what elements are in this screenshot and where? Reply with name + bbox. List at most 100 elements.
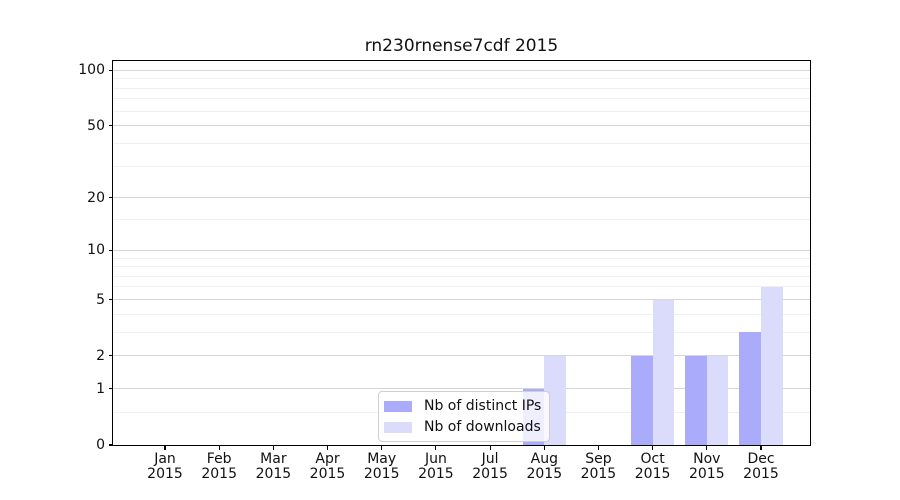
plot-area: Nb of distinct IPs Nb of downloads xyxy=(113,61,810,445)
gridline-minor xyxy=(113,87,810,89)
y-tick-label: 100 xyxy=(78,62,105,79)
y-tick-mark xyxy=(108,69,113,71)
x-tick-mark xyxy=(326,445,329,450)
y-tick-mark xyxy=(108,388,113,390)
x-tick-label-month: Feb xyxy=(206,451,232,467)
gridline-minor xyxy=(113,165,810,167)
x-tick-label-year: 2015 xyxy=(688,466,725,482)
x-tick-label-year: 2015 xyxy=(147,466,183,482)
y-tick-mark xyxy=(108,355,113,357)
y-tick-mark xyxy=(108,197,113,199)
x-tick-label-month: Jun xyxy=(424,451,447,467)
legend-swatch-distinct-ips xyxy=(384,400,412,412)
x-tick-mark xyxy=(543,445,545,450)
y-tick-mark xyxy=(108,444,113,446)
gridline-minor xyxy=(113,78,810,80)
x-tick-label-year: 2015 xyxy=(363,466,400,482)
x-tick-label: Mar 2015 xyxy=(243,452,303,482)
x-tick-label: Dec 2015 xyxy=(731,452,791,482)
y-tick-label: 2 xyxy=(96,347,105,364)
bar-distinct-ips-nov xyxy=(685,355,707,445)
y-tick-mark xyxy=(108,298,113,301)
x-tick-mark xyxy=(760,445,762,450)
gridline-minor xyxy=(113,286,810,288)
x-tick-label-month: Aug xyxy=(530,451,558,467)
y-tick-label: 5 xyxy=(96,291,105,308)
x-tick-label-month: Jul xyxy=(481,451,499,467)
x-tick-label-year: 2015 xyxy=(472,466,508,482)
x-tick-mark xyxy=(706,445,708,450)
gridline-major xyxy=(113,355,810,357)
y-tick-label: 1 xyxy=(96,380,105,397)
gridline-major xyxy=(113,388,810,390)
gridline-minor xyxy=(113,257,810,259)
gridline-major xyxy=(113,249,810,251)
y-tick-label: 10 xyxy=(87,242,105,259)
y-tick-label: 50 xyxy=(87,117,105,134)
x-tick-mark xyxy=(164,445,166,450)
y-tick-mark xyxy=(108,249,113,251)
x-tick-label: Sep 2015 xyxy=(568,452,628,482)
legend-label-downloads: Nb of downloads xyxy=(424,419,541,435)
x-tick-mark xyxy=(218,445,220,450)
x-tick-label-month: Nov xyxy=(693,451,721,467)
x-tick-label-month: Mar xyxy=(260,451,287,467)
y-tick-label: 0 xyxy=(96,437,105,453)
legend-item-distinct-ips: Nb of distinct IPs xyxy=(384,396,541,416)
x-tick-label-month: Apr xyxy=(315,451,340,467)
bar-downloads-oct xyxy=(652,299,675,445)
chart-title: rn230rnense7cdf 2015 xyxy=(364,36,559,56)
gridline-minor xyxy=(113,275,810,277)
x-tick-mark xyxy=(435,445,437,450)
x-tick-mark xyxy=(597,445,599,450)
x-tick-label: Apr 2015 xyxy=(298,452,358,482)
x-tick-label: Feb 2015 xyxy=(189,452,249,482)
x-tick-label: Nov 2015 xyxy=(677,452,737,482)
x-tick-mark xyxy=(489,445,491,450)
gridline-minor xyxy=(113,219,810,221)
x-tick-label-month: Oct xyxy=(640,451,665,467)
x-tick-label-year: 2015 xyxy=(309,466,346,482)
x-tick-mark xyxy=(381,445,383,450)
x-tick-mark xyxy=(652,445,654,450)
x-tick-label-year: 2015 xyxy=(255,466,292,482)
x-tick-label-year: 2015 xyxy=(634,466,671,482)
x-tick-label: Jan 2015 xyxy=(135,452,195,482)
x-tick-label-year: 2015 xyxy=(201,466,237,482)
x-tick-mark xyxy=(272,445,274,450)
x-tick-label-month: Sep xyxy=(585,451,612,467)
legend: Nb of distinct IPs Nb of downloads xyxy=(378,391,551,442)
legend-label-distinct-ips: Nb of distinct IPs xyxy=(424,398,542,414)
gridline-minor xyxy=(113,98,810,100)
x-tick-label-month: Jan xyxy=(154,451,176,467)
gridline-minor xyxy=(113,313,810,315)
x-tick-label: May 2015 xyxy=(352,452,412,482)
bar-downloads-nov xyxy=(706,355,729,445)
legend-item-downloads: Nb of downloads xyxy=(384,417,541,437)
y-tick-label: 20 xyxy=(87,189,105,206)
x-tick-label-year: 2015 xyxy=(580,466,617,482)
bar-downloads-dec xyxy=(761,286,783,445)
x-tick-label: Jun 2015 xyxy=(406,452,466,482)
x-tick-label-year: 2015 xyxy=(418,466,454,482)
gridline-minor xyxy=(113,331,810,333)
gridline-major xyxy=(113,197,810,199)
x-tick-label-month: May xyxy=(367,451,397,467)
x-tick-label-month: Dec xyxy=(747,451,775,467)
bar-distinct-ips-dec xyxy=(739,332,761,445)
x-tick-label: Oct 2015 xyxy=(623,452,683,482)
gridline-major xyxy=(113,69,810,71)
gridline-minor xyxy=(113,142,810,144)
x-tick-label-year: 2015 xyxy=(743,466,779,482)
gridline-minor xyxy=(113,266,810,267)
x-tick-label: Jul 2015 xyxy=(460,452,520,482)
gridline-major xyxy=(113,125,810,127)
legend-swatch-downloads xyxy=(384,421,412,433)
y-tick-mark xyxy=(108,125,113,127)
gridline-major xyxy=(113,299,810,300)
bar-distinct-ips-oct xyxy=(630,355,653,445)
x-tick-label-year: 2015 xyxy=(526,466,563,482)
x-tick-label: Aug 2015 xyxy=(514,452,574,482)
gridline-minor xyxy=(113,110,810,112)
